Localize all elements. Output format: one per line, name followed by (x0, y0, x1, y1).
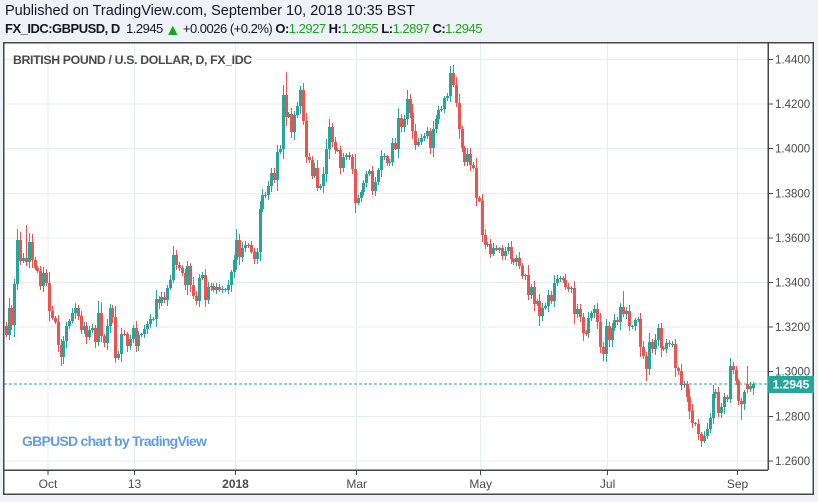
svg-text:1.2600: 1.2600 (775, 456, 810, 468)
svg-text:1.4000: 1.4000 (775, 144, 810, 156)
svg-text:1.3400: 1.3400 (775, 278, 810, 290)
svg-text:BRITISH POUND / U.S. DOLLAR, D: BRITISH POUND / U.S. DOLLAR, D, FX_IDC (13, 53, 252, 67)
svg-text:May: May (469, 477, 492, 491)
svg-text:Oct: Oct (39, 477, 58, 491)
svg-text:1.3600: 1.3600 (775, 233, 810, 245)
svg-text:Jul: Jul (600, 477, 615, 491)
svg-text:1.2800: 1.2800 (775, 411, 810, 423)
svg-text:1.2945: 1.2945 (773, 378, 810, 392)
svg-text:Mar: Mar (346, 477, 367, 491)
svg-text:1.4200: 1.4200 (775, 99, 810, 111)
svg-text:1.3000: 1.3000 (775, 367, 810, 379)
svg-text:1.3800: 1.3800 (775, 188, 810, 200)
svg-text:13: 13 (128, 477, 142, 491)
svg-text:1.3200: 1.3200 (775, 322, 810, 334)
svg-text:GBPUSD chart by TradingView: GBPUSD chart by TradingView (22, 433, 207, 449)
svg-text:2018: 2018 (222, 477, 249, 491)
svg-text:Sep: Sep (727, 477, 749, 491)
svg-text:1.4400: 1.4400 (775, 55, 810, 67)
